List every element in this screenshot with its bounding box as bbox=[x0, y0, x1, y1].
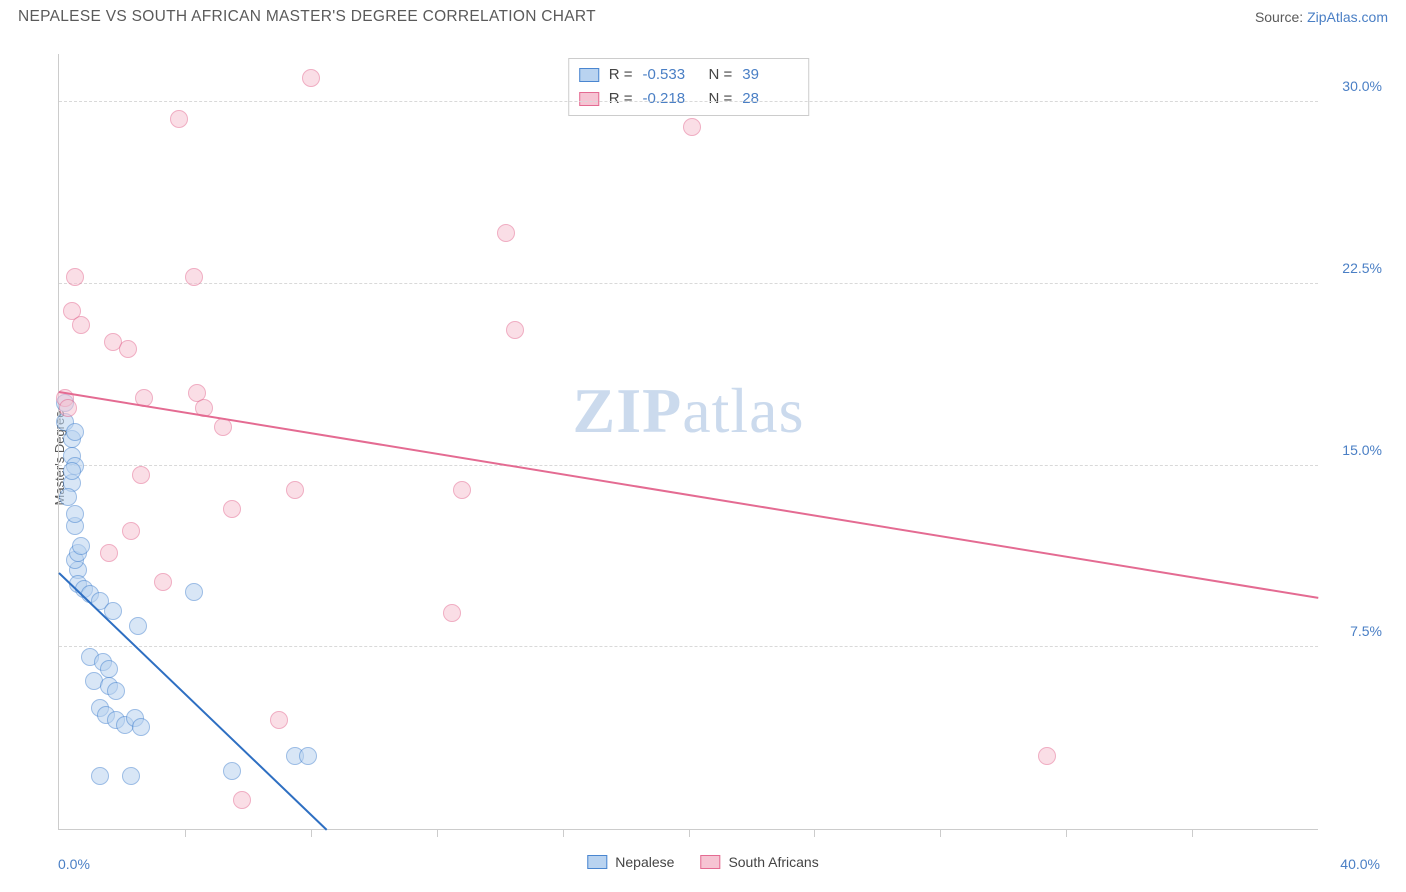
y-tick-label: 7.5% bbox=[1324, 623, 1382, 639]
data-point bbox=[170, 110, 188, 128]
legend-label: Nepalese bbox=[615, 854, 674, 870]
stats-legend-row: R = -0.218 N = 28 bbox=[579, 87, 799, 111]
x-tick bbox=[563, 829, 564, 837]
data-point bbox=[122, 767, 140, 785]
stats-legend: R = -0.533 N = 39 R = -0.218 N = 28 bbox=[568, 58, 810, 116]
legend-label: South Africans bbox=[728, 854, 818, 870]
stat-r-value: -0.533 bbox=[643, 63, 699, 87]
data-point bbox=[107, 682, 125, 700]
stat-n-label: N = bbox=[709, 63, 733, 87]
data-point bbox=[223, 762, 241, 780]
data-point bbox=[299, 747, 317, 765]
watermark-zip: ZIP bbox=[573, 375, 683, 446]
stat-r-label: R = bbox=[609, 63, 633, 87]
source-credit: Source: ZipAtlas.com bbox=[1255, 9, 1388, 25]
data-point bbox=[100, 660, 118, 678]
data-point bbox=[302, 69, 320, 87]
data-point bbox=[154, 573, 172, 591]
y-tick-label: 22.5% bbox=[1324, 260, 1382, 276]
data-point bbox=[66, 505, 84, 523]
x-tick bbox=[185, 829, 186, 837]
data-point bbox=[72, 537, 90, 555]
gridline bbox=[59, 283, 1318, 284]
data-point bbox=[185, 268, 203, 286]
stat-r-label: R = bbox=[609, 87, 633, 111]
chart-title: NEPALESE VS SOUTH AFRICAN MASTER'S DEGRE… bbox=[18, 8, 596, 26]
x-tick bbox=[311, 829, 312, 837]
stat-n-value: 28 bbox=[742, 87, 798, 111]
data-point bbox=[233, 791, 251, 809]
legend-swatch bbox=[700, 855, 720, 869]
x-tick bbox=[814, 829, 815, 837]
plot-area: ZIPatlas R =-0.533N =39R =-0.218N =28 7.… bbox=[58, 54, 1318, 830]
legend-swatch bbox=[579, 68, 599, 82]
series-legend: Nepalese South Africans bbox=[587, 854, 818, 870]
data-point bbox=[132, 718, 150, 736]
gridline bbox=[59, 101, 1318, 102]
watermark-atlas: atlas bbox=[682, 375, 804, 446]
x-tick bbox=[1192, 829, 1193, 837]
source-link[interactable]: ZipAtlas.com bbox=[1307, 9, 1388, 25]
x-tick bbox=[1066, 829, 1067, 837]
y-tick-label: 15.0% bbox=[1324, 442, 1382, 458]
data-point bbox=[59, 488, 77, 506]
data-point bbox=[286, 481, 304, 499]
data-point bbox=[506, 321, 524, 339]
data-point bbox=[59, 399, 77, 417]
x-axis-min-label: 0.0% bbox=[58, 856, 90, 872]
data-point bbox=[66, 268, 84, 286]
stat-n-value: 39 bbox=[742, 63, 798, 87]
chart-container: Master's Degree ZIPatlas R =-0.533N =39R… bbox=[18, 42, 1388, 874]
x-tick bbox=[940, 829, 941, 837]
data-point bbox=[63, 462, 81, 480]
data-point bbox=[683, 118, 701, 136]
data-point bbox=[129, 617, 147, 635]
data-point bbox=[453, 481, 471, 499]
data-point bbox=[223, 500, 241, 518]
data-point bbox=[100, 544, 118, 562]
data-point bbox=[91, 767, 109, 785]
data-point bbox=[270, 711, 288, 729]
legend-item: Nepalese bbox=[587, 854, 674, 870]
gridline bbox=[59, 646, 1318, 647]
data-point bbox=[72, 316, 90, 334]
x-tick bbox=[437, 829, 438, 837]
data-point bbox=[66, 423, 84, 441]
legend-item: South Africans bbox=[700, 854, 818, 870]
trend-line bbox=[59, 391, 1318, 599]
stat-n-label: N = bbox=[709, 87, 733, 111]
data-point bbox=[132, 466, 150, 484]
source-prefix: Source: bbox=[1255, 9, 1307, 25]
y-tick-label: 30.0% bbox=[1324, 78, 1382, 94]
stats-legend-row: R = -0.533 N = 39 bbox=[579, 63, 799, 87]
data-point bbox=[497, 224, 515, 242]
gridline bbox=[59, 465, 1318, 466]
x-tick bbox=[689, 829, 690, 837]
data-point bbox=[185, 583, 203, 601]
data-point bbox=[443, 604, 461, 622]
legend-swatch bbox=[579, 92, 599, 106]
data-point bbox=[119, 340, 137, 358]
data-point bbox=[1038, 747, 1056, 765]
x-axis-max-label: 40.0% bbox=[1340, 856, 1380, 872]
watermark: ZIPatlas bbox=[573, 374, 805, 448]
data-point bbox=[122, 522, 140, 540]
stat-r-value: -0.218 bbox=[643, 87, 699, 111]
legend-swatch bbox=[587, 855, 607, 869]
